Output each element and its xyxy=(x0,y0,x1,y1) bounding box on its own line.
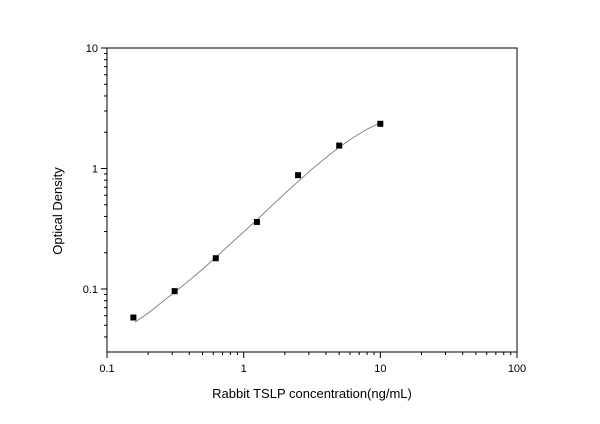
x-axis-title: Rabbit TSLP concentration(ng/mL) xyxy=(212,386,412,401)
data-point xyxy=(336,142,343,149)
y-tick-label: 0.1 xyxy=(83,284,98,296)
x-tick-label: 10 xyxy=(374,363,386,375)
x-tick-label: 0.1 xyxy=(99,363,114,375)
plot-frame xyxy=(106,47,518,353)
data-point xyxy=(295,172,302,179)
x-tick-label: 1 xyxy=(241,363,247,375)
plot-area: 0.1 1 10 100 0.1 1 10 xyxy=(83,43,526,375)
data-point xyxy=(130,314,137,321)
y-tick-label: 10 xyxy=(86,43,98,55)
y-axis-title: Optical Density xyxy=(50,167,65,255)
data-point xyxy=(253,218,260,225)
x-tick-label: 100 xyxy=(508,363,526,375)
data-point xyxy=(171,288,178,295)
data-point xyxy=(377,120,384,127)
data-point xyxy=(212,255,219,262)
y-tick-label: 1 xyxy=(92,163,98,175)
